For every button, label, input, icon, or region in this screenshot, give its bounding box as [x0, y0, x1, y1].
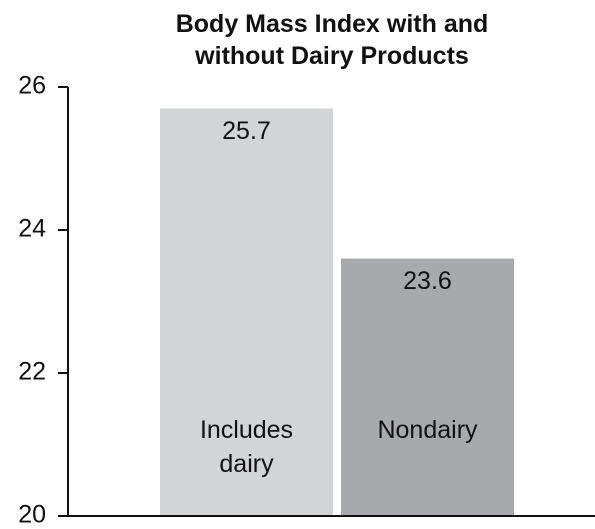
bar — [160, 108, 333, 516]
y-tick-label: 24 — [18, 215, 46, 243]
value-label: 23.6 — [403, 267, 452, 295]
y-tick-label: 22 — [18, 358, 46, 386]
bar — [341, 258, 514, 516]
chart-title: Body Mass Index with and without Dairy P… — [175, 10, 489, 70]
y-tick-label: 26 — [18, 72, 46, 100]
y-tick-label: 20 — [18, 501, 46, 529]
category-label: Includes dairy — [199, 416, 294, 478]
category-label: Nondairy — [377, 416, 478, 444]
value-label: 25.7 — [222, 117, 271, 145]
